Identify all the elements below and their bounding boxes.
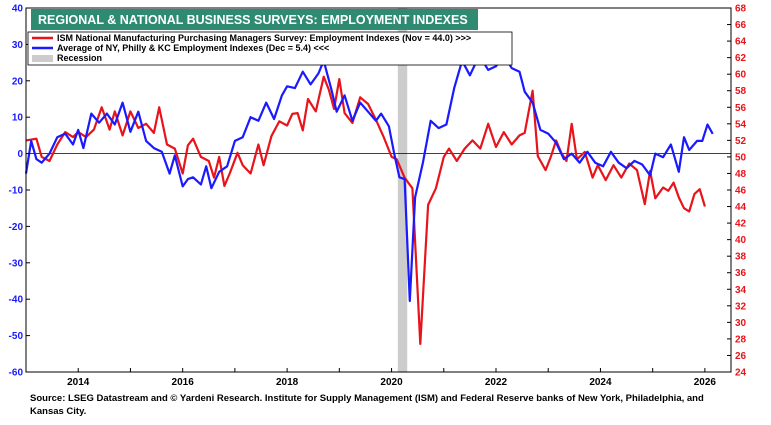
right-tick-label: 46 [735, 186, 747, 197]
left-tick-label: -40 [9, 295, 24, 306]
right-tick-label: 36 [735, 268, 747, 279]
chart-title: REGIONAL & NATIONAL BUSINESS SURVEYS: EM… [38, 13, 468, 27]
right-tick-label: 42 [735, 219, 747, 230]
chart-title-box [31, 9, 478, 30]
legend-label-ism: ISM National Manufacturing Purchasing Ma… [57, 33, 471, 43]
series-layer [24, 54, 714, 345]
right-tick-label: 66 [735, 20, 747, 31]
right-axis: 68 66 64 62 60 58 56 54 52 50 48 46 44 42 40 38 36 34 32 30… [727, 4, 747, 379]
x-tick-label: 2018 [276, 377, 299, 388]
source-note-line1: Source: LSEG Datastream and © Yardeni Re… [30, 393, 704, 404]
right-tick-label: 28 [735, 334, 747, 345]
right-tick-label: 50 [735, 152, 747, 163]
right-tick-label: 34 [735, 285, 747, 296]
left-tick-label: 20 [12, 76, 24, 87]
left-tick-label: 0 [17, 149, 23, 160]
left-tick-label: -20 [9, 222, 24, 233]
right-tick-label: 24 [735, 368, 747, 379]
right-tick-label: 26 [735, 351, 747, 362]
right-tick-label: 60 [735, 70, 747, 81]
legend-label-recession: Recession [57, 53, 102, 63]
right-tick-label: 52 [735, 136, 747, 147]
left-tick-label: -50 [9, 331, 24, 342]
series-line-regional [24, 54, 714, 303]
legend-swatch-recession [32, 55, 53, 62]
right-tick-label: 68 [735, 4, 747, 15]
left-tick-label: -10 [9, 186, 24, 197]
right-tick-label: 32 [735, 301, 747, 312]
x-tick-label: 2024 [589, 377, 612, 388]
right-tick-label: 44 [735, 202, 747, 213]
x-tick-label: 2014 [67, 377, 90, 388]
x-tick-label: 2022 [485, 377, 508, 388]
recession-layer [397, 8, 408, 372]
series-line-ism [25, 75, 706, 345]
left-tick-label: 40 [12, 4, 24, 15]
x-tick-label: 2026 [694, 377, 717, 388]
right-tick-label: 62 [735, 53, 747, 64]
right-tick-label: 38 [735, 252, 747, 263]
x-tick-label: 2020 [380, 377, 403, 388]
right-tick-label: 54 [735, 119, 747, 130]
right-tick-label: 64 [735, 37, 747, 48]
x-axis: 2014 2016 2018 2020 2022 2024 2026 [25, 368, 717, 388]
x-tick-label: 2016 [172, 377, 195, 388]
right-tick-label: 58 [735, 86, 747, 97]
left-tick-label: 30 [12, 40, 24, 51]
left-tick-label: -60 [9, 368, 24, 379]
right-tick-label: 30 [735, 318, 747, 329]
right-tick-label: 56 [735, 103, 747, 114]
source-note-line2: Kansas City. [30, 406, 86, 417]
legend-label-regional: Average of NY, Philly & KC Employment In… [57, 43, 329, 53]
left-tick-label: -30 [9, 258, 24, 269]
left-axis: 40 30 20 10 0 -10 -20 -30 -40 -50 -60 [9, 4, 30, 379]
recession-band [397, 8, 408, 372]
legend-box [27, 31, 513, 66]
right-tick-label: 40 [735, 235, 747, 246]
right-tick-label: 48 [735, 169, 747, 180]
left-tick-label: 10 [12, 113, 24, 124]
